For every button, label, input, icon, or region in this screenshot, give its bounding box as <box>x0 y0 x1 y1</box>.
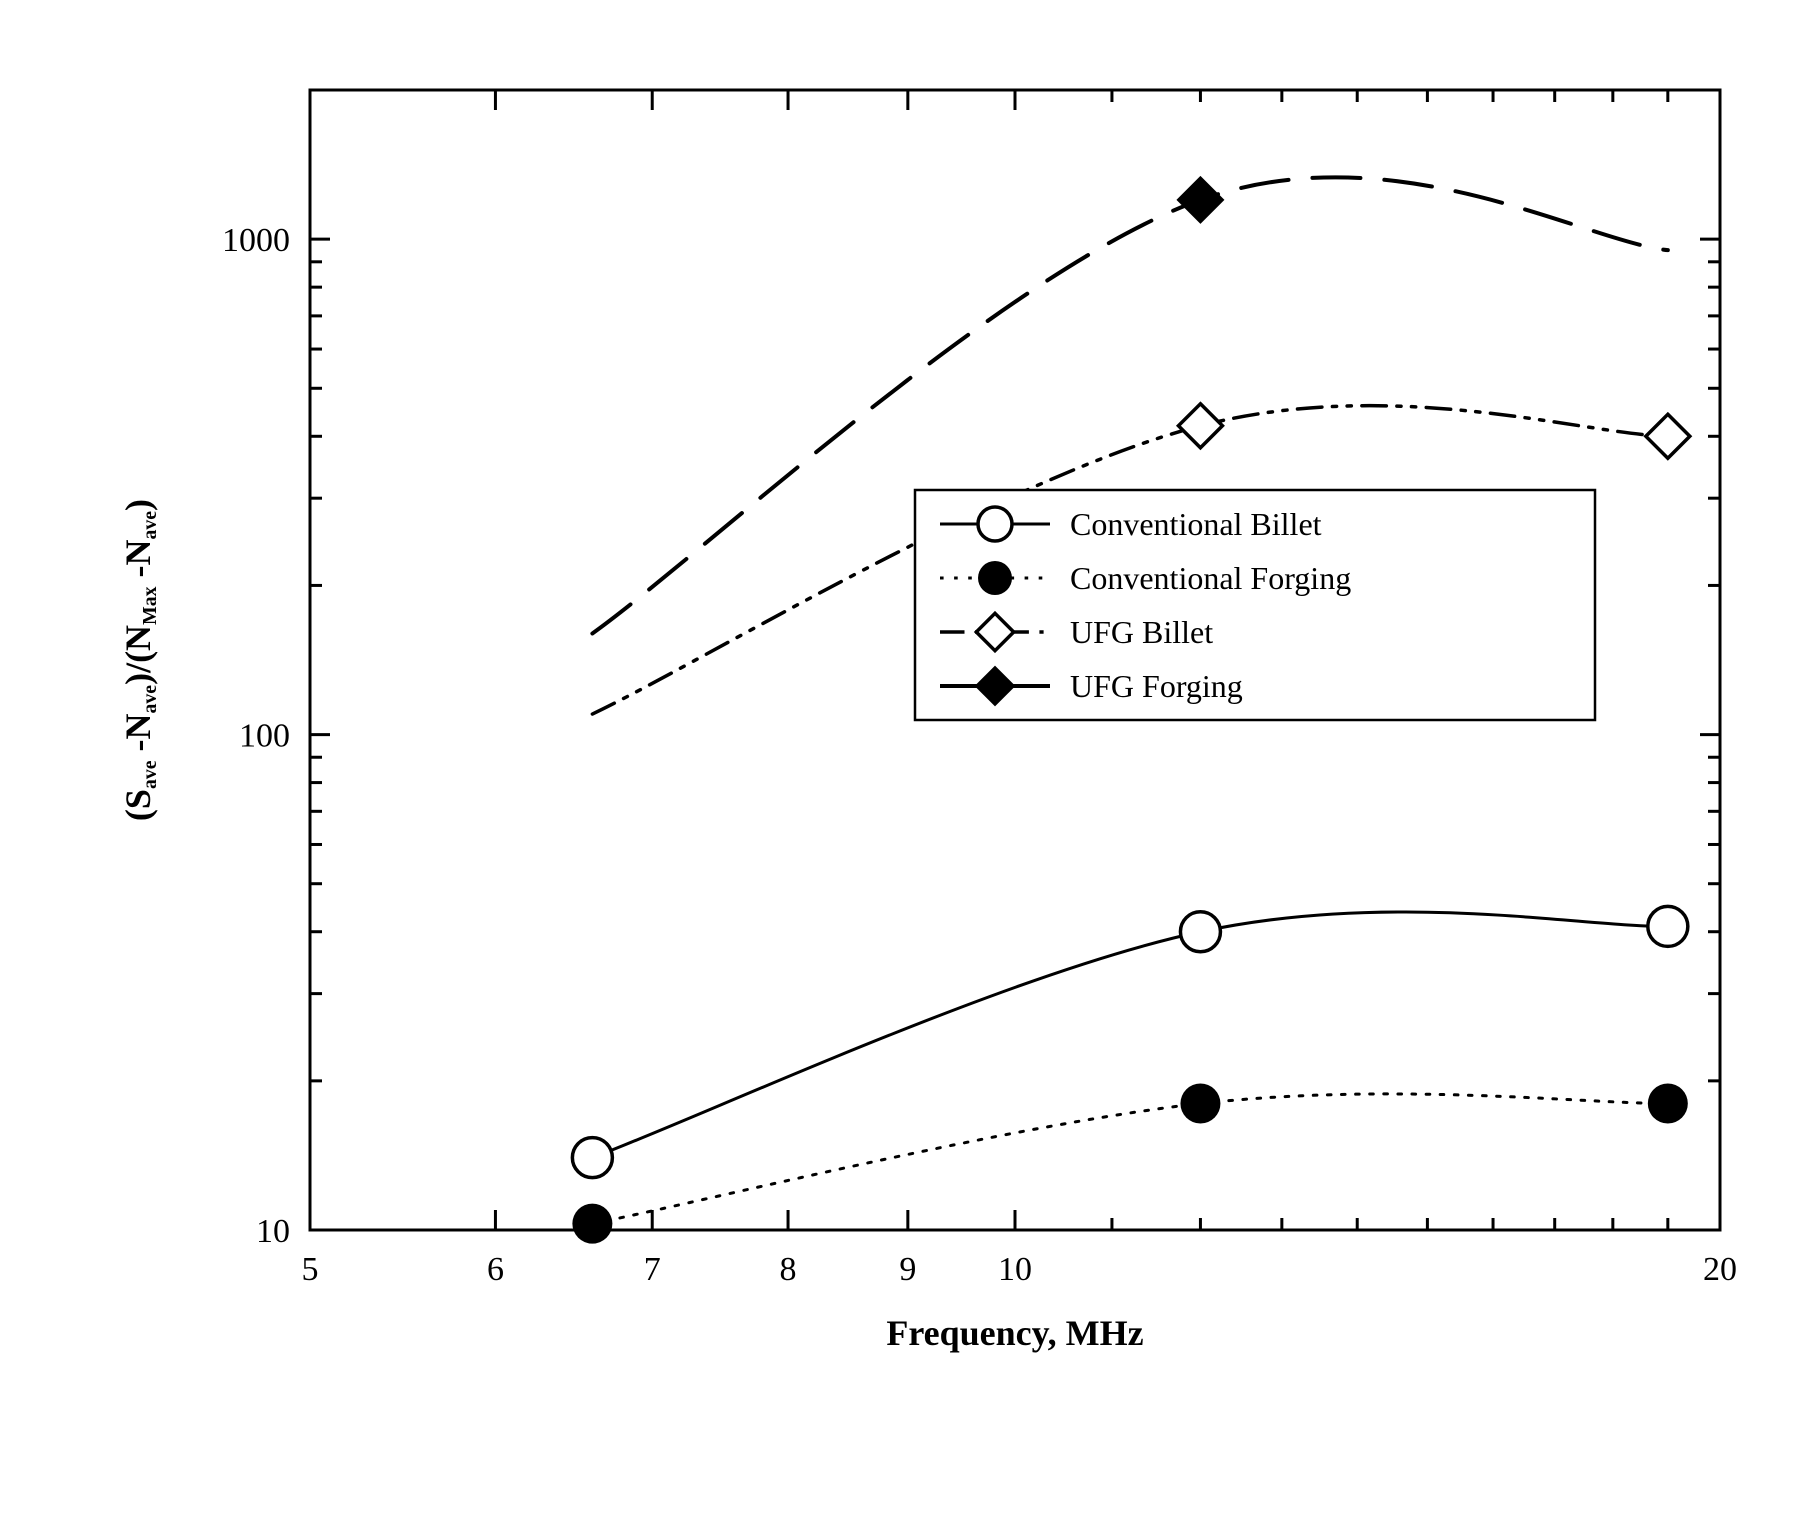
y-tick-label: 100 <box>239 718 290 755</box>
legend-item-label: Conventional Billet <box>1070 506 1322 542</box>
x-axis-label: Frequency, MHz <box>886 1313 1143 1353</box>
svg-text:(Save -Nave)/(NMax -Nave): (Save -Nave)/(NMax -Nave) <box>118 499 161 821</box>
legend: Conventional Billet Conventional Forging U… <box>915 490 1595 720</box>
x-tick-label: 6 <box>487 1251 504 1288</box>
x-tick-label: 8 <box>780 1251 797 1288</box>
series-conv_billet <box>572 906 1687 1177</box>
series-conv_forging <box>572 1084 1687 1244</box>
y-tick-label: 10 <box>256 1213 290 1250</box>
legend-item-label: UFG Forging <box>1070 668 1243 704</box>
y-axis-label: (Save -Nave)/(NMax -Nave) <box>118 499 161 821</box>
x-tick-label: 9 <box>899 1251 916 1288</box>
x-tick-label: 10 <box>998 1251 1032 1288</box>
x-tick-label: 7 <box>644 1251 661 1288</box>
legend-item-label: Conventional Forging <box>1070 560 1351 596</box>
chart-container: 5 6 7 8 9 10 20 Frequency, MHz 10 100 1000 (Save -N… <box>0 0 1806 1518</box>
legend-item-label: UFG Billet <box>1070 614 1213 650</box>
x-tick-label: 5 <box>302 1251 319 1288</box>
y-tick-label: 1000 <box>222 222 290 259</box>
chart-svg: 5 6 7 8 9 10 20 Frequency, MHz 10 100 1000 (Save -N… <box>0 0 1806 1518</box>
x-tick-label: 20 <box>1703 1251 1737 1288</box>
